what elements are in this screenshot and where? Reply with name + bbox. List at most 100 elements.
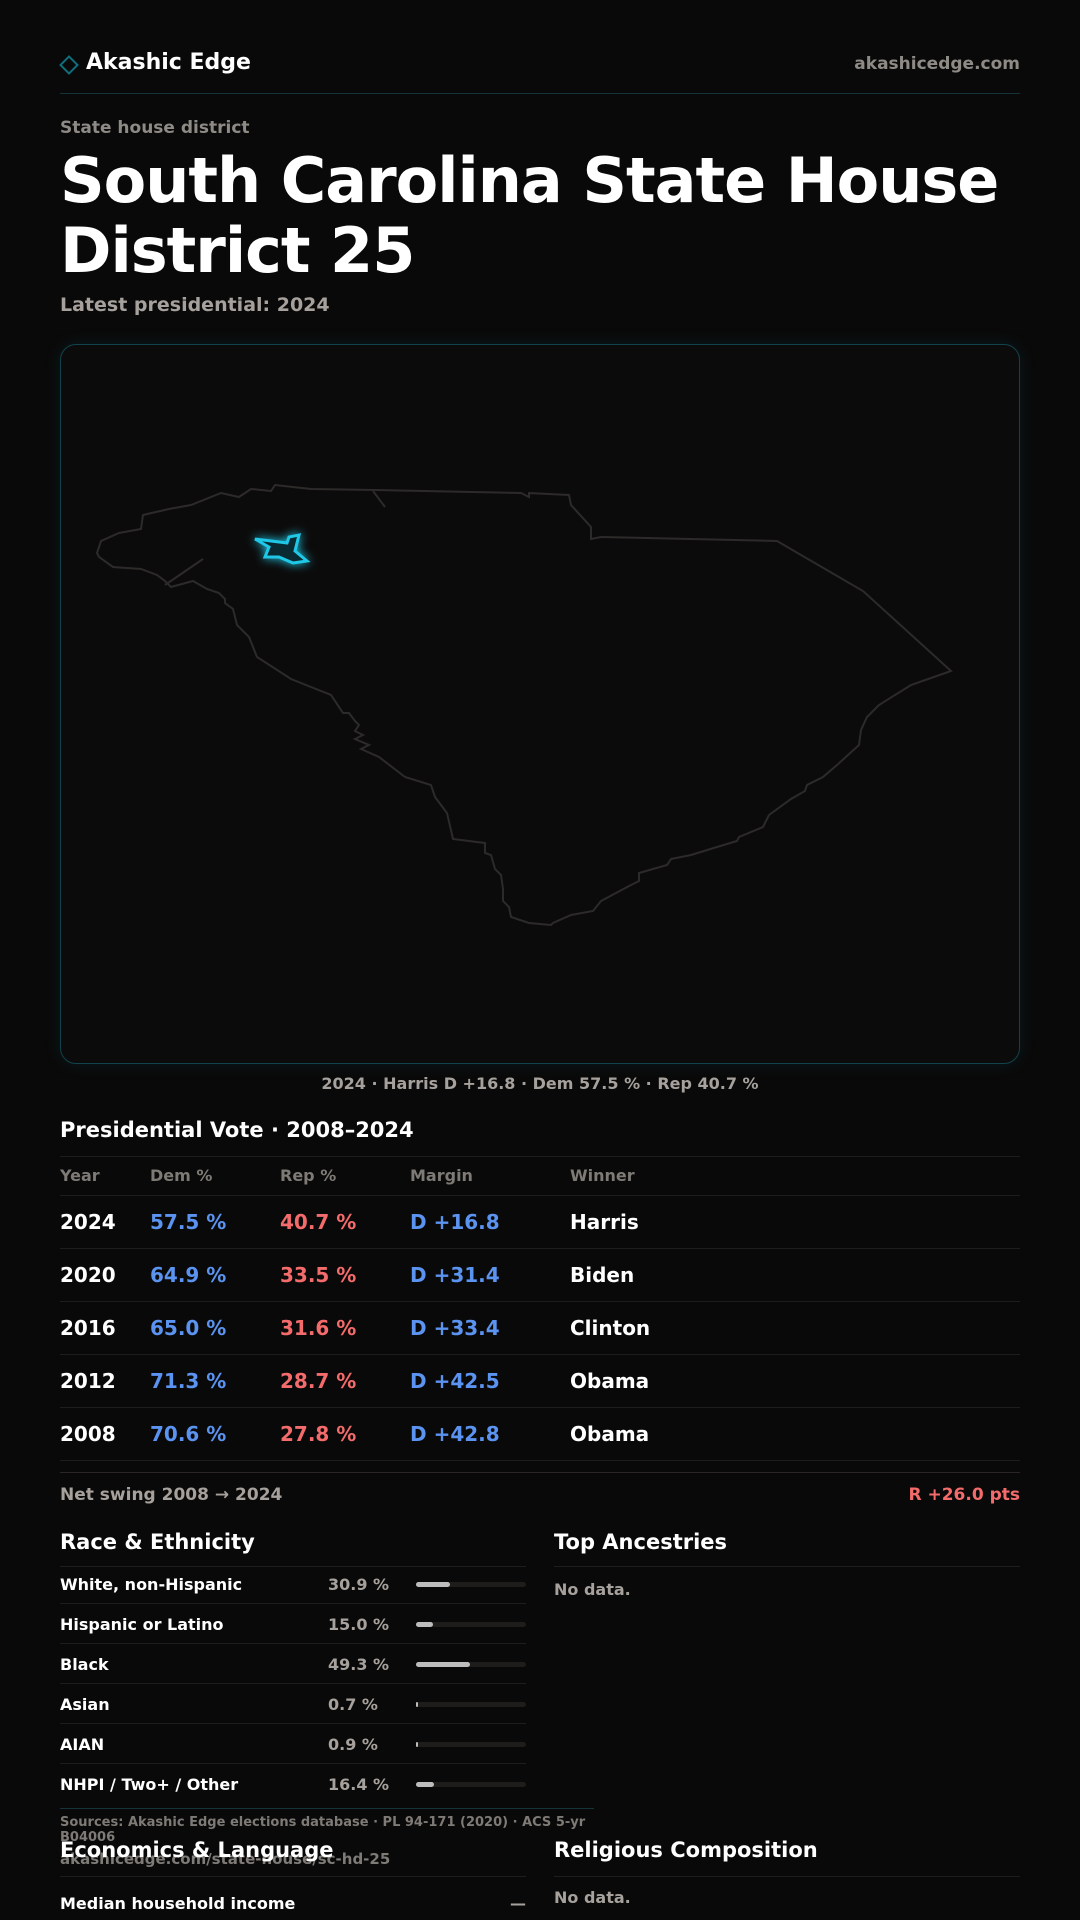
row-margin: D +42.8 <box>410 1422 500 1446</box>
row-rep: 40.7 % <box>280 1210 357 1234</box>
district-map[interactable] <box>60 344 1020 1064</box>
row-winner: Obama <box>570 1369 650 1393</box>
table-header: Year Dem % Rep % Margin Winner <box>60 1156 1020 1196</box>
table-row: 2016 65.0 % 31.6 % D +33.4 Clinton <box>60 1302 1020 1355</box>
econ-label: Median household income <box>60 1894 296 1913</box>
race-bar <box>416 1702 526 1707</box>
race-bar-fill <box>416 1782 435 1787</box>
divider <box>554 1876 1020 1877</box>
row-rep: 31.6 % <box>280 1316 357 1340</box>
list-item: NHPI / Two+ / Other 16.4 % <box>60 1764 526 1804</box>
swing-value: R +26.0 pts <box>908 1485 1020 1505</box>
race-list: White, non-Hispanic 30.9 % Hispanic or L… <box>60 1564 526 1804</box>
race-value: 0.7 % <box>328 1695 378 1714</box>
row-margin: D +16.8 <box>410 1210 500 1234</box>
race-value: 30.9 % <box>328 1575 390 1594</box>
map-caption: 2024 · Harris D +16.8 · Dem 57.5 % · Rep… <box>321 1074 759 1093</box>
row-dem: 70.6 % <box>150 1422 227 1446</box>
economics-title: Economics & Language <box>60 1838 334 1862</box>
row-winner: Clinton <box>570 1316 651 1340</box>
site-header: Akashic Edge akashicedge.com <box>59 46 1020 94</box>
race-label: White, non-Hispanic <box>60 1575 243 1594</box>
col-year: Year <box>60 1166 100 1185</box>
race-bar-fill <box>416 1622 433 1627</box>
table-row: 2024 57.5 % 40.7 % D +16.8 Harris <box>60 1196 1020 1249</box>
race-value: 0.9 % <box>328 1735 378 1754</box>
race-bar <box>416 1782 526 1787</box>
divider <box>60 1566 526 1567</box>
divider <box>554 1566 1020 1567</box>
race-label: NHPI / Two+ / Other <box>60 1775 239 1794</box>
state-outline-map <box>95 483 953 927</box>
brand-name[interactable]: Akashic Edge <box>86 50 251 75</box>
race-bar-fill <box>416 1662 471 1667</box>
col-dem: Dem % <box>150 1166 213 1185</box>
race-bar-fill <box>416 1702 418 1707</box>
page-title: South Carolina State House District 25 <box>60 144 999 287</box>
presidential-table: Year Dem % Rep % Margin Winner 2024 57.5… <box>60 1156 1020 1461</box>
ancestries-empty: No data. <box>554 1580 631 1599</box>
race-bar <box>416 1662 526 1667</box>
race-label: Hispanic or Latino <box>60 1615 224 1634</box>
state-outline <box>95 483 953 927</box>
source-url[interactable]: akashicedge.com/state-house/sc-hd-25 <box>60 1850 391 1868</box>
list-item: AIAN 0.9 % <box>60 1724 526 1764</box>
race-bar <box>416 1622 526 1627</box>
row-dem: 57.5 % <box>150 1210 227 1234</box>
county-line-2 <box>372 490 386 508</box>
econ-value: — <box>510 1894 526 1913</box>
diamond-logo-icon <box>59 55 79 75</box>
list-item: Black 49.3 % <box>60 1644 526 1684</box>
ancestries-title: Top Ancestries <box>554 1530 728 1554</box>
divider <box>60 1156 1020 1157</box>
race-bar-fill <box>416 1582 450 1587</box>
row-dem: 64.9 % <box>150 1263 227 1287</box>
row-year: 2008 <box>60 1422 116 1446</box>
race-label: AIAN <box>60 1735 105 1754</box>
race-bar-fill <box>416 1742 418 1747</box>
page: Akashic Edge akashicedge.com State house… <box>59 0 1020 1920</box>
list-item: Asian 0.7 % <box>60 1684 526 1724</box>
net-swing: Net swing 2008 → 2024 R +26.0 pts <box>60 1472 1020 1516</box>
table-row: 2020 64.9 % 33.5 % D +31.4 Biden <box>60 1249 1020 1302</box>
row-dem: 71.3 % <box>150 1369 227 1393</box>
race-value: 15.0 % <box>328 1615 390 1634</box>
race-bar <box>416 1582 526 1587</box>
row-year: 2016 <box>60 1316 116 1340</box>
race-label: Asian <box>60 1695 110 1714</box>
table-row: 2012 71.3 % 28.7 % D +42.5 Obama <box>60 1355 1020 1408</box>
table-row: 2008 70.6 % 27.8 % D +42.8 Obama <box>60 1408 1020 1461</box>
row-year: 2020 <box>60 1263 116 1287</box>
district-highlight[interactable] <box>254 533 311 565</box>
row-winner: Biden <box>570 1263 635 1287</box>
race-bar <box>416 1742 526 1747</box>
religion-empty: No data. <box>554 1888 631 1907</box>
col-winner: Winner <box>570 1166 635 1185</box>
domain-link[interactable]: akashicedge.com <box>854 54 1020 74</box>
county-line-1 <box>164 558 204 586</box>
row-margin: D +33.4 <box>410 1316 500 1340</box>
race-label: Black <box>60 1655 109 1674</box>
row-margin: D +42.5 <box>410 1369 500 1393</box>
row-rep: 27.8 % <box>280 1422 357 1446</box>
presidential-title: Presidential Vote · 2008–2024 <box>60 1118 414 1142</box>
col-margin: Margin <box>410 1166 473 1185</box>
race-value: 16.4 % <box>328 1775 390 1794</box>
row-winner: Obama <box>570 1422 650 1446</box>
race-value: 49.3 % <box>328 1655 390 1674</box>
list-item: White, non-Hispanic 30.9 % <box>60 1564 526 1604</box>
col-rep: Rep % <box>280 1166 337 1185</box>
sources-note: Sources: Akashic Edge elections database… <box>60 1808 594 1845</box>
page-subtitle: Latest presidential: 2024 <box>60 294 330 316</box>
row-winner: Harris <box>570 1210 639 1234</box>
row-year: 2024 <box>60 1210 116 1234</box>
row-margin: D +31.4 <box>410 1263 500 1287</box>
religion-title: Religious Composition <box>554 1838 818 1862</box>
row-year: 2012 <box>60 1369 116 1393</box>
page-eyebrow: State house district <box>60 118 250 138</box>
race-title: Race & Ethnicity <box>60 1530 255 1554</box>
row-dem: 65.0 % <box>150 1316 227 1340</box>
list-item: Hispanic or Latino 15.0 % <box>60 1604 526 1644</box>
swing-label: Net swing 2008 → 2024 <box>60 1485 283 1505</box>
row-rep: 28.7 % <box>280 1369 357 1393</box>
